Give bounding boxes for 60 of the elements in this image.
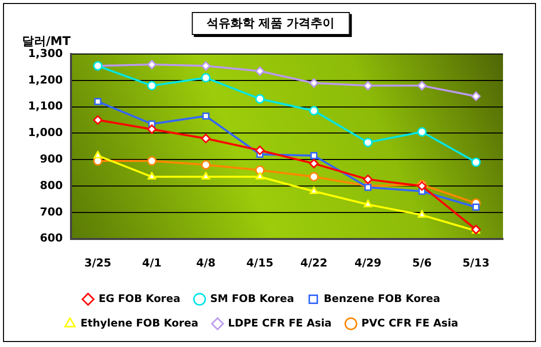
legend-label: PVC CFR FE Asia bbox=[361, 317, 458, 330]
point bbox=[417, 80, 427, 90]
point bbox=[147, 156, 157, 166]
point bbox=[255, 165, 265, 175]
point bbox=[471, 91, 481, 101]
point bbox=[201, 134, 211, 144]
y-axis-title: 달러/MT bbox=[22, 33, 71, 48]
y-tick-label: 700 bbox=[40, 205, 64, 218]
point bbox=[309, 106, 319, 116]
point bbox=[202, 172, 210, 180]
y-tick-label: 900 bbox=[40, 152, 64, 166]
point bbox=[418, 210, 426, 218]
legend-label: LDPE CFR FE Asia bbox=[228, 317, 332, 330]
point bbox=[94, 150, 102, 158]
x-tick-label: 5/6 bbox=[412, 256, 432, 270]
x-tick-label: 4/22 bbox=[300, 256, 328, 270]
x-tick-label: 5/13 bbox=[462, 256, 490, 270]
x-tick-label: 4/15 bbox=[246, 256, 274, 270]
point bbox=[363, 174, 373, 184]
point bbox=[256, 172, 264, 180]
point bbox=[255, 94, 265, 104]
y-tick-label: 1,300 bbox=[28, 46, 64, 60]
point bbox=[364, 200, 372, 208]
legend-label: Benzene FOB Korea bbox=[324, 292, 440, 305]
point bbox=[147, 80, 157, 90]
x-tick-label: 3/25 bbox=[84, 256, 112, 270]
y-tick-label: 800 bbox=[40, 178, 64, 192]
point bbox=[363, 138, 373, 148]
point bbox=[417, 127, 427, 137]
point bbox=[94, 98, 102, 106]
legend-label: SM FOB Korea bbox=[210, 292, 294, 305]
x-tick-label: 4/1 bbox=[142, 256, 162, 270]
point bbox=[471, 157, 481, 167]
point bbox=[93, 115, 103, 125]
point bbox=[255, 66, 265, 76]
y-tick-label: 600 bbox=[40, 232, 64, 245]
point bbox=[147, 124, 157, 134]
point bbox=[364, 184, 372, 191]
y-tick-label: 1,200 bbox=[28, 73, 64, 86]
legend-label: Ethylene FOB Korea bbox=[80, 317, 198, 330]
y-tick-label: 1,000 bbox=[28, 126, 64, 140]
point bbox=[363, 80, 373, 90]
x-tick-label: 4/29 bbox=[354, 256, 382, 270]
point bbox=[309, 158, 319, 168]
point bbox=[201, 61, 211, 71]
point bbox=[201, 73, 211, 83]
chart-title: 석유화학 제품 가격추이 bbox=[191, 12, 350, 35]
point bbox=[472, 204, 480, 211]
point bbox=[201, 160, 211, 170]
point bbox=[148, 172, 156, 180]
point bbox=[147, 60, 157, 70]
point bbox=[309, 78, 319, 88]
legend-label: EG FOB Korea bbox=[98, 292, 180, 305]
point bbox=[202, 112, 210, 120]
point bbox=[310, 186, 318, 194]
point bbox=[310, 152, 318, 160]
y-tick-label: 1,100 bbox=[28, 100, 64, 113]
x-tick-label: 4/8 bbox=[196, 256, 216, 270]
point bbox=[255, 146, 265, 156]
point bbox=[309, 172, 319, 182]
